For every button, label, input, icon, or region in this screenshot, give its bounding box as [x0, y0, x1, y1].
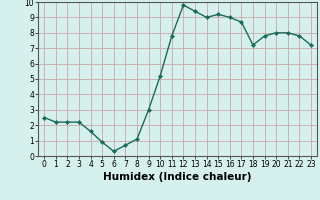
X-axis label: Humidex (Indice chaleur): Humidex (Indice chaleur): [103, 172, 252, 182]
